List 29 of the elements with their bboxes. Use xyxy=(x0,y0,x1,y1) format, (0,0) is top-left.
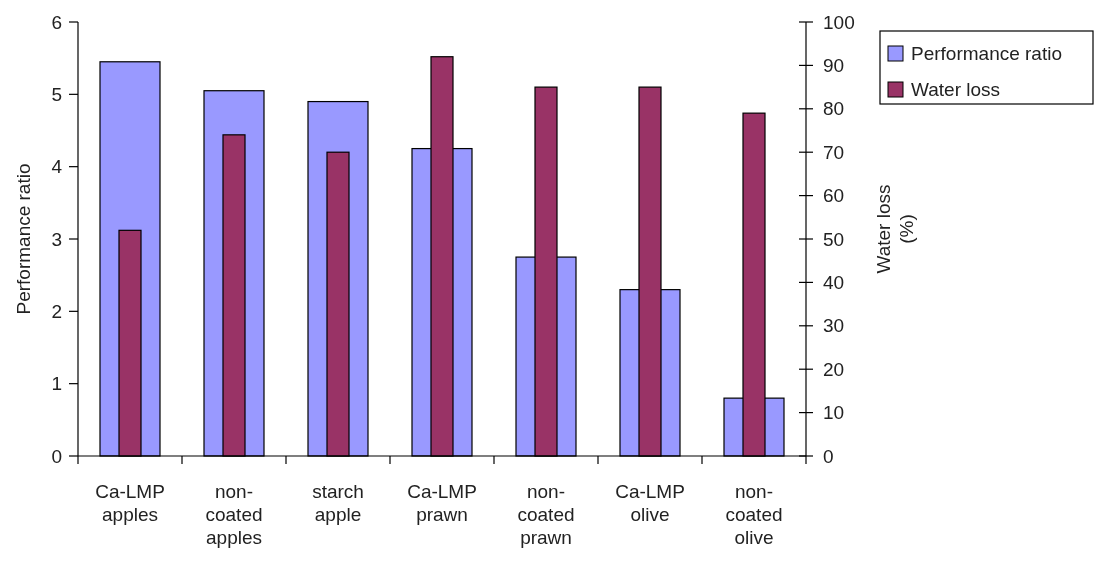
y-tick-label: 3 xyxy=(51,228,62,250)
x-tick-label: non-coated prawn xyxy=(517,481,575,548)
y2-tick-label: 20 xyxy=(823,358,845,380)
y2-tick-label: 30 xyxy=(823,315,845,337)
x-tick-label: starch apple xyxy=(312,481,364,525)
x-tick-label: Ca-LMP apples xyxy=(95,481,165,525)
x-tick-label: Ca-LMP olive xyxy=(615,481,685,525)
legend-label: Water loss xyxy=(911,78,1001,100)
legend-label: Performance ratio xyxy=(911,42,1063,64)
y2-tick-label: 0 xyxy=(823,445,834,467)
y2-tick-label: 60 xyxy=(823,185,845,207)
y2-tick-label: 50 xyxy=(823,228,845,250)
y2-tick-label: 70 xyxy=(823,141,845,163)
y-tick-label: 1 xyxy=(51,373,62,395)
y2-tick-label: 100 xyxy=(823,11,855,33)
y2-tick-label: 40 xyxy=(823,272,845,294)
y2-tick-label: 80 xyxy=(823,98,845,120)
x-tick-label: Ca-LMP prawn xyxy=(407,481,477,525)
y-axis-title: Performance ratio xyxy=(13,163,34,315)
y-tick-label: 5 xyxy=(51,83,62,105)
y-tick-label: 6 xyxy=(51,11,62,33)
y-tick-label: 2 xyxy=(51,300,62,322)
x-tick-label: non-coated olive xyxy=(725,481,783,548)
y-tick-label: 4 xyxy=(51,156,63,178)
x-tick-label: non-coated apples xyxy=(205,481,263,548)
y-tick-label: 0 xyxy=(51,445,62,467)
y2-tick-label: 10 xyxy=(823,402,845,424)
y2-tick-label: 90 xyxy=(823,55,845,77)
y2-axis-title: Water loss (%) xyxy=(873,184,917,274)
